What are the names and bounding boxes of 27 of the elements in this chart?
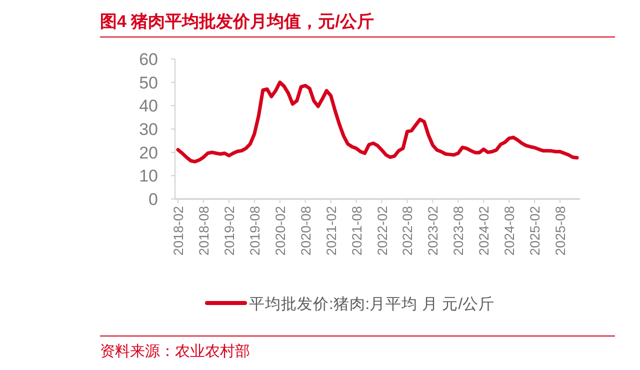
x-tick-label: 2022-02 [374, 206, 390, 256]
x-tick-label: 2024-08 [502, 206, 518, 256]
x-tick-label: 2021-02 [324, 206, 339, 256]
y-tick-label: 40 [139, 96, 158, 116]
x-tick-label: 2018-02 [171, 206, 186, 256]
x-tick-label: 2023-08 [451, 206, 466, 256]
y-tick-label: 30 [139, 120, 158, 139]
x-tick-label: 2021-08 [349, 206, 364, 256]
x-tick-label: 2025-08 [553, 206, 568, 256]
x-tick-label: 2022-08 [400, 206, 416, 256]
y-tick-label: 0 [148, 190, 158, 209]
x-tick-label: 2024-02 [476, 206, 492, 256]
x-tick-label: 2019-08 [247, 206, 262, 256]
y-tick-label: 20 [139, 143, 158, 162]
chart-title: 图4 猪肉平均批发价月均值，元/公斤 [100, 12, 374, 31]
x-tick-label: 2023-02 [426, 206, 441, 256]
y-tick-label: 10 [139, 166, 158, 186]
legend-label: 平均批发价:猪肉:月平均 月 元/公斤 [249, 295, 495, 313]
x-tick-label: 2019-02 [222, 206, 237, 256]
x-tick-label: 2020-02 [272, 206, 288, 256]
y-tick-label: 50 [139, 73, 158, 92]
text: 资料来源：农业农村部 [100, 343, 250, 360]
x-tick-label: 2018-08 [196, 206, 212, 256]
x-tick-label: 2025-02 [528, 206, 543, 256]
x-tick-label: 2020-08 [298, 206, 314, 256]
line-series [176, 80, 579, 164]
y-tick-label: 60 [139, 50, 158, 69]
